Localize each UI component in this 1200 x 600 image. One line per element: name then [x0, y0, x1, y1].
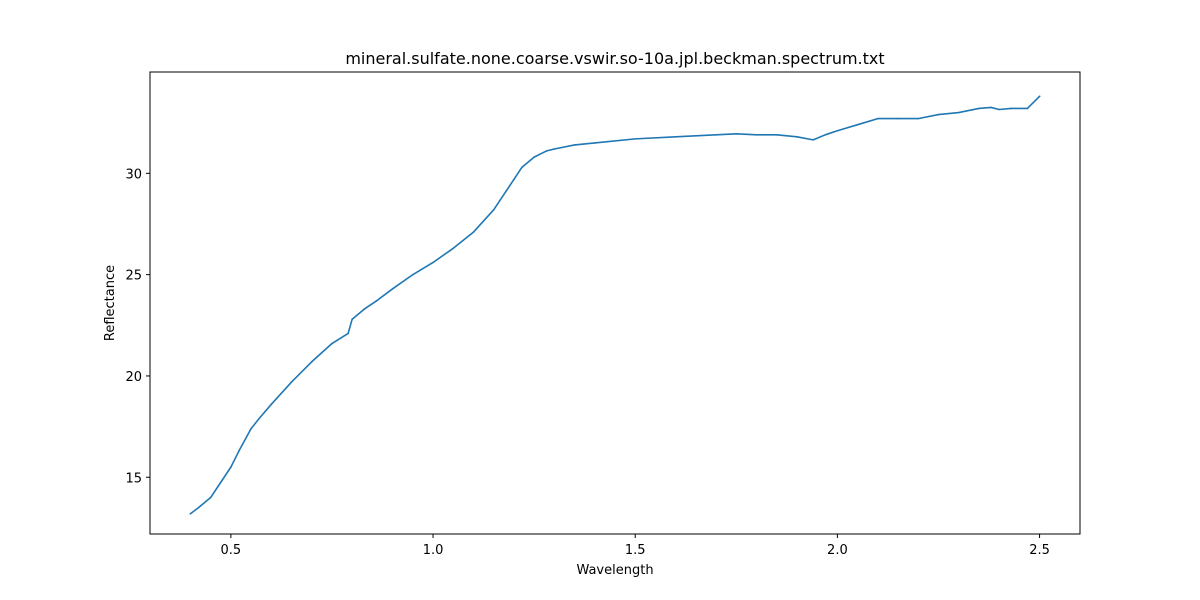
- data-point: [812, 139, 814, 141]
- data-point: [1038, 95, 1041, 98]
- data-point: [735, 133, 738, 135]
- data-point: [533, 156, 535, 158]
- x-tick-label: 2.5: [1029, 543, 1050, 558]
- data-point: [250, 427, 252, 430]
- data-point: [715, 134, 717, 136]
- data-point: [347, 332, 349, 335]
- data-point: [209, 496, 212, 499]
- data-point: [593, 142, 596, 144]
- data-point: [230, 466, 232, 468]
- data-point: [472, 231, 475, 233]
- data-point: [412, 273, 414, 276]
- series-layer: [189, 95, 1041, 515]
- x-axis-ticks: 0.5 1.0 1.5 2.0 2.5: [221, 534, 1050, 558]
- y-tick-label: 20: [125, 370, 142, 385]
- data-point: [553, 148, 556, 150]
- y-axis-ticks: 15 20 25 30: [125, 167, 150, 486]
- data-point: [513, 178, 515, 181]
- data-point: [978, 107, 980, 110]
- data-point: [1010, 107, 1013, 110]
- x-axis-label: Wavelength: [576, 563, 653, 578]
- data-point: [545, 150, 548, 152]
- y-tick-label: 30: [125, 167, 142, 182]
- data-point: [877, 117, 879, 120]
- data-point: [258, 417, 260, 420]
- data-point: [521, 166, 523, 169]
- data-point: [957, 111, 960, 114]
- data-point: [990, 106, 992, 109]
- data-point: [391, 288, 394, 290]
- data-point: [674, 136, 677, 138]
- data-point: [505, 190, 507, 193]
- spectrum-line: [189, 95, 1041, 515]
- data-point: [998, 108, 1000, 111]
- data-point: [238, 450, 240, 452]
- data-point: [290, 381, 293, 383]
- data-point: [452, 247, 455, 250]
- plot-frame: [149, 71, 1081, 535]
- data-point: [917, 117, 920, 120]
- data-point: [937, 113, 940, 116]
- y-tick-label: 25: [125, 269, 142, 284]
- data-point: [897, 117, 899, 120]
- x-tick-label: 1.5: [625, 543, 646, 558]
- data-point: [836, 129, 839, 132]
- data-point: [492, 208, 495, 211]
- data-point: [331, 342, 333, 345]
- data-point: [755, 134, 758, 136]
- data-point: [856, 123, 859, 126]
- data-point: [634, 138, 637, 140]
- data-point: [189, 512, 192, 515]
- data-point: [775, 134, 778, 136]
- x-tick-label: 0.5: [221, 543, 242, 558]
- data-point: [573, 144, 576, 146]
- data-point: [796, 136, 798, 138]
- y-axis-label: Reflectance: [103, 265, 118, 341]
- data-point: [1026, 107, 1029, 110]
- data-point: [270, 403, 273, 406]
- data-point: [432, 261, 434, 264]
- data-point: [363, 308, 366, 310]
- data-point: [375, 300, 378, 302]
- data-point: [197, 506, 200, 509]
- data-point: [310, 360, 313, 363]
- x-tick-label: 1.0: [423, 543, 444, 558]
- x-tick-label: 2.0: [827, 543, 848, 558]
- data-point: [217, 484, 220, 487]
- y-tick-label: 15: [125, 471, 142, 486]
- chart-title: mineral.sulfate.none.coarse.vswir.so-10a…: [345, 49, 884, 68]
- data-point: [351, 318, 353, 321]
- data-point: [824, 134, 827, 136]
